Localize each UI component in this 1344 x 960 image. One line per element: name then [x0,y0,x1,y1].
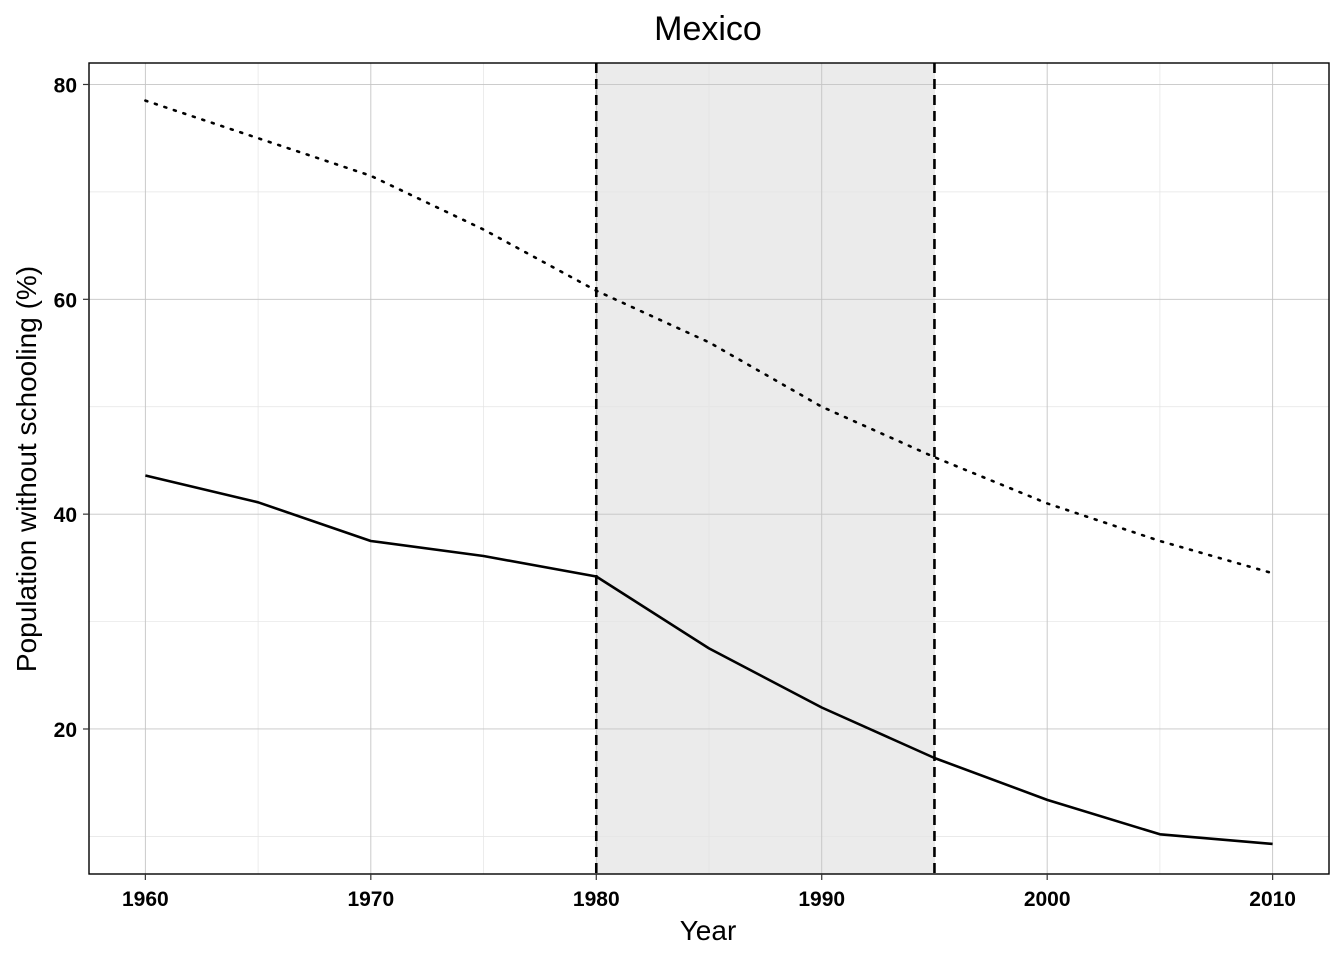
reference-lines [594,63,936,874]
series-line-solid [145,474,1273,846]
y-tick-label: 60 [54,289,77,312]
chart-title: Mexico [654,10,762,48]
gridlines [89,63,1329,874]
y-tick-label: 40 [54,504,77,527]
shaded-region [596,63,935,874]
x-tick-label: 1960 [122,888,169,911]
y-tick-label: 80 [54,74,77,97]
x-axis-title: Year [680,915,737,946]
shaded-period [596,63,935,874]
x-tick-label: 1990 [798,888,845,911]
y-tick-label: 20 [54,719,77,742]
panel-border [88,62,1330,875]
series-lines [144,99,1274,846]
x-tick-label: 1980 [573,888,620,911]
x-tick-label: 2010 [1249,888,1296,911]
y-axis-title: Population without schooling (%) [11,266,42,672]
panel-frame [88,62,1330,875]
series-line-dotted [144,99,1274,575]
y-axis: 20 40 60 80 [54,74,89,742]
x-tick-label: 2000 [1024,888,1071,911]
x-tick-label: 1970 [347,888,394,911]
x-axis: 1960 1970 1980 1990 2000 2010 [122,874,1296,911]
